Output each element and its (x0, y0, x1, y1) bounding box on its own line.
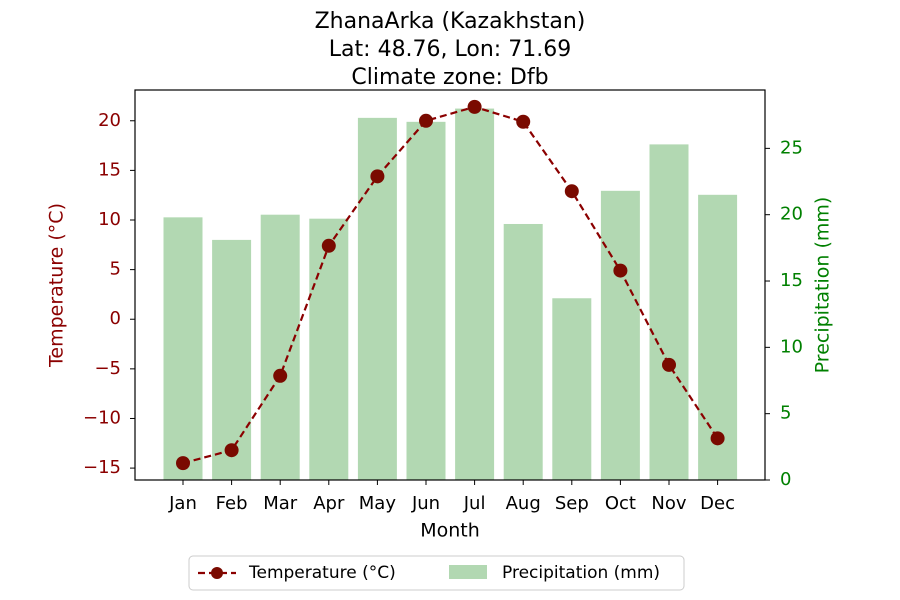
legend-box (188, 555, 685, 591)
y-left-tick-label: 10 (98, 209, 121, 230)
temperature-point (321, 238, 336, 253)
temperature-point (419, 113, 433, 128)
precipitation-bars (163, 108, 738, 481)
x-tick-label: Apr (313, 493, 345, 514)
precipitation-bar (212, 239, 252, 480)
x-tick-label: Jul (463, 493, 486, 514)
temperature-line (176, 99, 725, 471)
x-tick-label: Nov (651, 493, 686, 514)
y-right-tick-label: 20 (780, 204, 803, 225)
plot-border (134, 89, 766, 481)
chart-title: ZhanaArka (Kazakhstan) Lat: 48.76, Lon: 7… (315, 9, 586, 90)
precipitation-bar (552, 298, 592, 480)
y-left-tick-label: 15 (98, 159, 121, 180)
x-tick-label: Oct (605, 493, 636, 514)
precipitation-bar (309, 218, 349, 480)
chart-title-line: ZhanaArka (Kazakhstan) (315, 9, 586, 34)
precipitation-bar (600, 190, 640, 480)
legend-precipitation-swatch (449, 565, 487, 579)
chart-title-line: Climate zone: Dfb (351, 65, 548, 90)
y-left-tick-label: −15 (83, 457, 121, 478)
temperature-point (224, 443, 239, 458)
temperature-point (613, 263, 628, 278)
y-right-tick-label: 15 (780, 270, 803, 291)
precipitation-bar (406, 121, 446, 480)
legend-precipitation-label: Precipitation (mm) (502, 563, 660, 583)
x-tick-label: Mar (263, 493, 298, 514)
legend: Temperature (°C) Precipitation (mm) (188, 555, 685, 591)
precipitation-bar (260, 214, 300, 480)
x-axis-label: Month (420, 520, 480, 542)
x-axis: Jan Feb Mar Apr May Jun Jul Aug Sep Oct Nov Dec Mont… (168, 480, 735, 542)
plot-frame (134, 89, 766, 481)
legend-temperature-marker (211, 567, 223, 579)
y-left-axis-label: Temperature (°C) (46, 203, 68, 368)
chart-title-line: Lat: 48.76, Lon: 71.69 (329, 37, 571, 62)
x-tick-label: May (359, 493, 397, 514)
y-left-tick-label: 20 (98, 110, 121, 131)
y-right-tick-label: 5 (780, 403, 791, 424)
temperature-point (273, 368, 288, 383)
y-left-tick-label: 0 (110, 308, 121, 329)
temperature-point (710, 431, 725, 446)
temperature-point (662, 357, 676, 372)
precipitation-bar (503, 223, 543, 480)
precipitation-bar (649, 144, 689, 480)
temperature-point (564, 184, 579, 199)
y-axis-right: 0 5 10 15 20 25 Precipitation (mm) (765, 137, 834, 490)
x-tick-label: Aug (506, 493, 541, 514)
y-left-tick-label: −5 (94, 358, 121, 379)
x-tick-label: Feb (216, 493, 248, 514)
precipitation-bar (163, 217, 203, 481)
temperature-point (467, 99, 482, 114)
temperature-point (370, 169, 385, 184)
legend-temperature-label: Temperature (°C) (248, 563, 396, 583)
x-tick-label: Dec (700, 493, 735, 514)
x-tick-label: Jun (411, 493, 440, 514)
y-left-tick-label: 5 (110, 259, 121, 280)
y-right-axis-label: Precipitation (mm) (812, 197, 834, 374)
temperature-series-line (182, 105, 719, 465)
x-tick-label: Sep (555, 493, 589, 514)
x-tick-label: Jan (168, 493, 197, 514)
y-left-tick-label: −10 (83, 407, 121, 428)
temperature-point (176, 456, 190, 471)
y-right-tick-label: 0 (780, 469, 791, 490)
temperature-point (516, 114, 531, 129)
precipitation-bar (455, 108, 495, 481)
y-axis-left: −15 −10 −5 0 5 10 15 20 Temperature (°C) (46, 110, 135, 478)
y-right-tick-label: 25 (780, 137, 803, 158)
y-right-tick-label: 10 (780, 336, 803, 357)
